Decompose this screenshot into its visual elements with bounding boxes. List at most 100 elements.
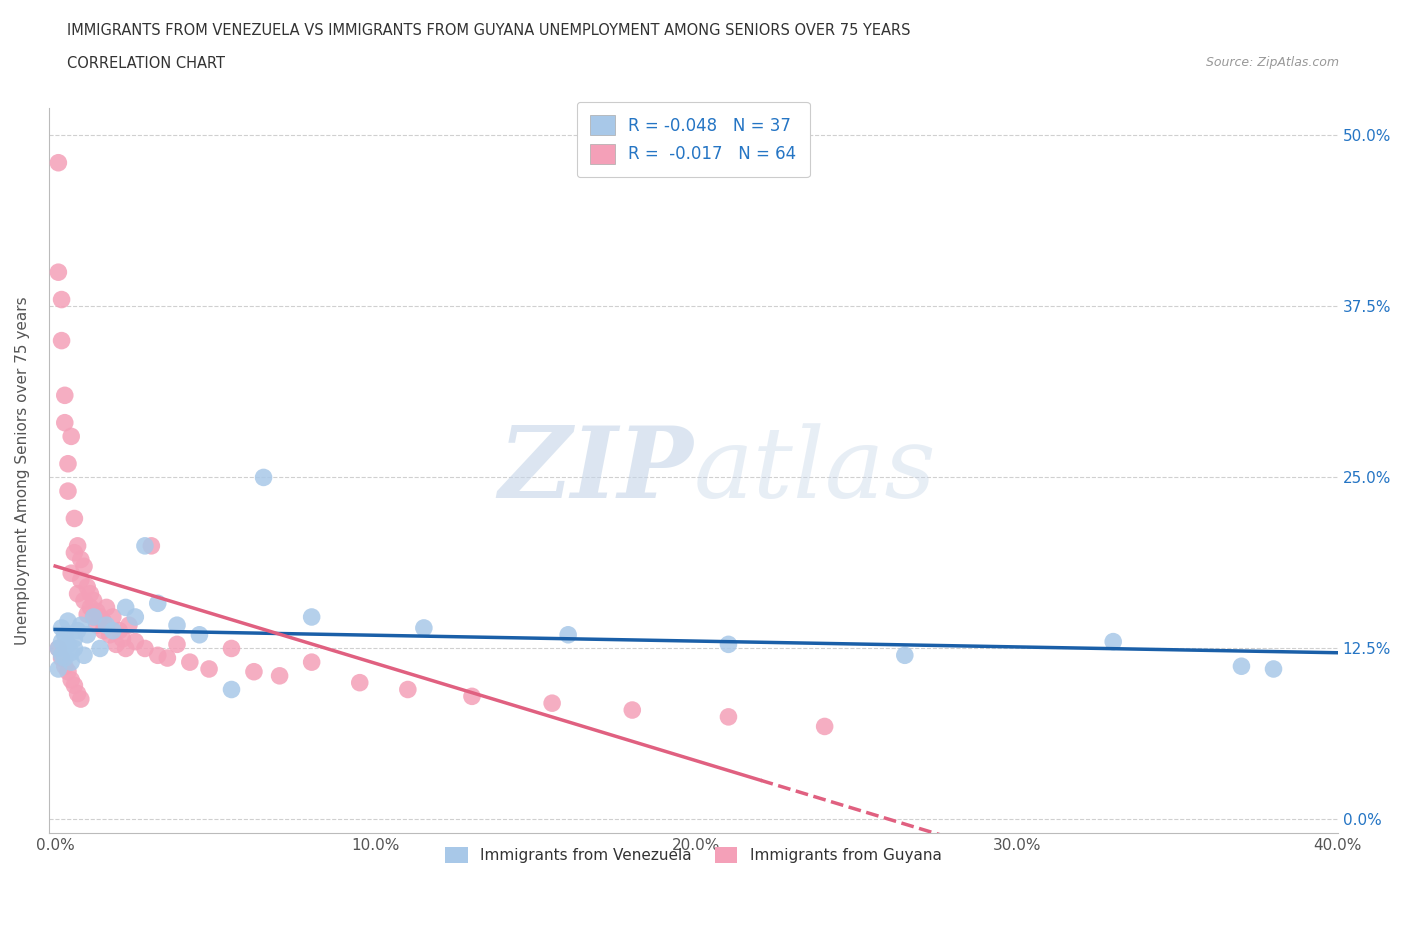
Point — [179, 655, 201, 670]
Point — [69, 618, 91, 632]
Point — [243, 664, 266, 679]
Point — [69, 692, 91, 707]
Point — [73, 593, 96, 608]
Point — [269, 669, 291, 684]
Point — [1230, 658, 1253, 673]
Legend: Immigrants from Venezuela, Immigrants from Guyana: Immigrants from Venezuela, Immigrants fr… — [439, 841, 948, 869]
Text: Source: ZipAtlas.com: Source: ZipAtlas.com — [1205, 56, 1339, 69]
Point — [301, 655, 323, 670]
Text: ZIP: ZIP — [498, 422, 693, 519]
Point — [51, 620, 73, 635]
Point — [118, 618, 141, 632]
Point — [105, 637, 128, 652]
Point — [48, 661, 70, 676]
Point — [221, 682, 243, 697]
Point — [396, 682, 419, 697]
Point — [188, 628, 211, 643]
Point — [146, 648, 169, 663]
Point — [252, 470, 274, 485]
Point — [349, 675, 371, 690]
Point — [56, 457, 79, 472]
Point — [134, 641, 156, 656]
Point — [63, 512, 86, 526]
Point — [141, 538, 163, 553]
Point — [111, 631, 134, 646]
Point — [86, 618, 108, 632]
Point — [69, 573, 91, 588]
Point — [73, 648, 96, 663]
Point — [66, 538, 89, 553]
Point — [79, 586, 101, 601]
Point — [461, 689, 484, 704]
Point — [56, 664, 79, 679]
Point — [76, 628, 98, 643]
Point — [83, 609, 105, 624]
Point — [146, 596, 169, 611]
Point — [60, 429, 83, 444]
Point — [124, 609, 146, 624]
Point — [98, 628, 121, 643]
Point — [814, 719, 837, 734]
Point — [96, 600, 118, 615]
Point — [53, 416, 76, 431]
Point — [894, 648, 917, 663]
Point — [166, 637, 188, 652]
Point — [101, 623, 124, 638]
Point — [1263, 661, 1285, 676]
Point — [60, 645, 83, 660]
Point — [221, 641, 243, 656]
Point — [51, 634, 73, 649]
Point — [79, 600, 101, 615]
Point — [51, 648, 73, 663]
Point — [60, 655, 83, 670]
Point — [69, 552, 91, 567]
Point — [412, 620, 434, 635]
Point — [86, 604, 108, 619]
Point — [53, 388, 76, 403]
Point — [101, 609, 124, 624]
Point — [108, 623, 131, 638]
Point — [51, 651, 73, 666]
Point — [96, 618, 118, 632]
Point — [91, 614, 114, 629]
Point — [156, 651, 179, 666]
Point — [717, 710, 740, 724]
Point — [717, 637, 740, 652]
Point — [124, 634, 146, 649]
Point — [166, 618, 188, 632]
Point — [56, 484, 79, 498]
Point — [48, 265, 70, 280]
Point — [63, 545, 86, 560]
Point — [63, 641, 86, 656]
Y-axis label: Unemployment Among Seniors over 75 years: Unemployment Among Seniors over 75 years — [15, 297, 30, 644]
Point — [621, 702, 644, 717]
Point — [53, 628, 76, 643]
Point — [53, 651, 76, 666]
Point — [48, 641, 70, 656]
Point — [56, 614, 79, 629]
Point — [89, 641, 111, 656]
Point — [89, 609, 111, 624]
Point — [66, 623, 89, 638]
Point — [51, 292, 73, 307]
Point — [198, 661, 221, 676]
Point — [134, 538, 156, 553]
Point — [56, 637, 79, 652]
Point — [114, 600, 136, 615]
Point — [48, 641, 70, 656]
Point — [53, 658, 76, 673]
Point — [91, 623, 114, 638]
Point — [114, 641, 136, 656]
Point — [66, 686, 89, 701]
Point — [66, 586, 89, 601]
Text: IMMIGRANTS FROM VENEZUELA VS IMMIGRANTS FROM GUYANA UNEMPLOYMENT AMONG SENIORS O: IMMIGRANTS FROM VENEZUELA VS IMMIGRANTS … — [67, 23, 911, 38]
Point — [63, 678, 86, 693]
Point — [51, 333, 73, 348]
Point — [541, 696, 564, 711]
Point — [60, 565, 83, 580]
Point — [301, 609, 323, 624]
Point — [76, 606, 98, 621]
Text: atlas: atlas — [693, 423, 936, 518]
Point — [63, 631, 86, 646]
Point — [76, 579, 98, 594]
